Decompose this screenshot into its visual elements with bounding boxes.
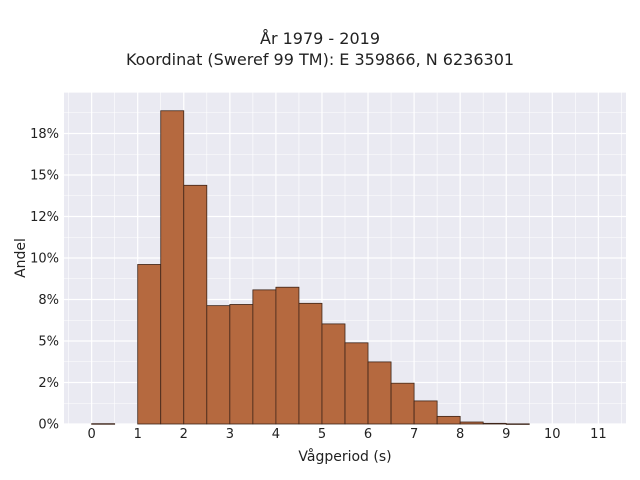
histogram-bar — [482, 422, 507, 425]
histogram-bar — [390, 382, 415, 425]
histogram-bar — [206, 305, 231, 425]
histogram-bar — [436, 415, 461, 425]
histogram-bar — [321, 323, 346, 425]
y-axis-label: Andel — [13, 238, 29, 278]
x-tick-label: 2 — [180, 427, 188, 442]
x-tick-label: 3 — [226, 427, 234, 442]
x-tick-label: 7 — [410, 427, 418, 442]
histogram-bar — [459, 421, 484, 425]
x-tick-label: 6 — [364, 427, 372, 442]
histogram-bar — [252, 289, 277, 425]
chart-title-line-2: Koordinat (Sweref 99 TM): E 359866, N 62… — [125, 50, 515, 69]
y-tick-label: 5% — [38, 335, 59, 350]
x-tick-label: 4 — [272, 427, 280, 442]
x-tick-label: 0 — [87, 427, 95, 442]
x-tick-label: 10 — [544, 427, 561, 442]
y-tick-label: 12% — [30, 210, 59, 225]
histogram-bar — [505, 423, 530, 425]
chart-title-line-1: År 1979 - 2019 — [260, 29, 380, 48]
histogram-bar — [275, 286, 300, 425]
histogram-bar — [298, 302, 323, 425]
histogram-bar — [229, 304, 254, 425]
x-tick-label: 1 — [134, 427, 142, 442]
y-tick-label: 10% — [30, 252, 59, 267]
x-tick-label: 11 — [590, 427, 607, 442]
y-tick-label: 18% — [30, 127, 59, 142]
y-tick-label: 8% — [38, 293, 59, 308]
histogram-bar — [91, 423, 116, 425]
x-tick-label: 9 — [502, 427, 510, 442]
histogram-bar — [344, 342, 369, 425]
y-tick-label: 0% — [38, 418, 59, 433]
x-tick-label: 5 — [318, 427, 326, 442]
histogram-bar — [160, 110, 185, 425]
histogram-bar — [413, 400, 438, 425]
y-tick-label: 2% — [38, 376, 59, 391]
histogram-bar — [183, 184, 208, 425]
histogram-bar — [367, 361, 392, 425]
histogram-bar — [137, 264, 162, 425]
x-axis-label: Vågperiod (s) — [298, 448, 391, 465]
y-tick-label: 15% — [30, 169, 59, 184]
x-tick-label: 8 — [456, 427, 464, 442]
